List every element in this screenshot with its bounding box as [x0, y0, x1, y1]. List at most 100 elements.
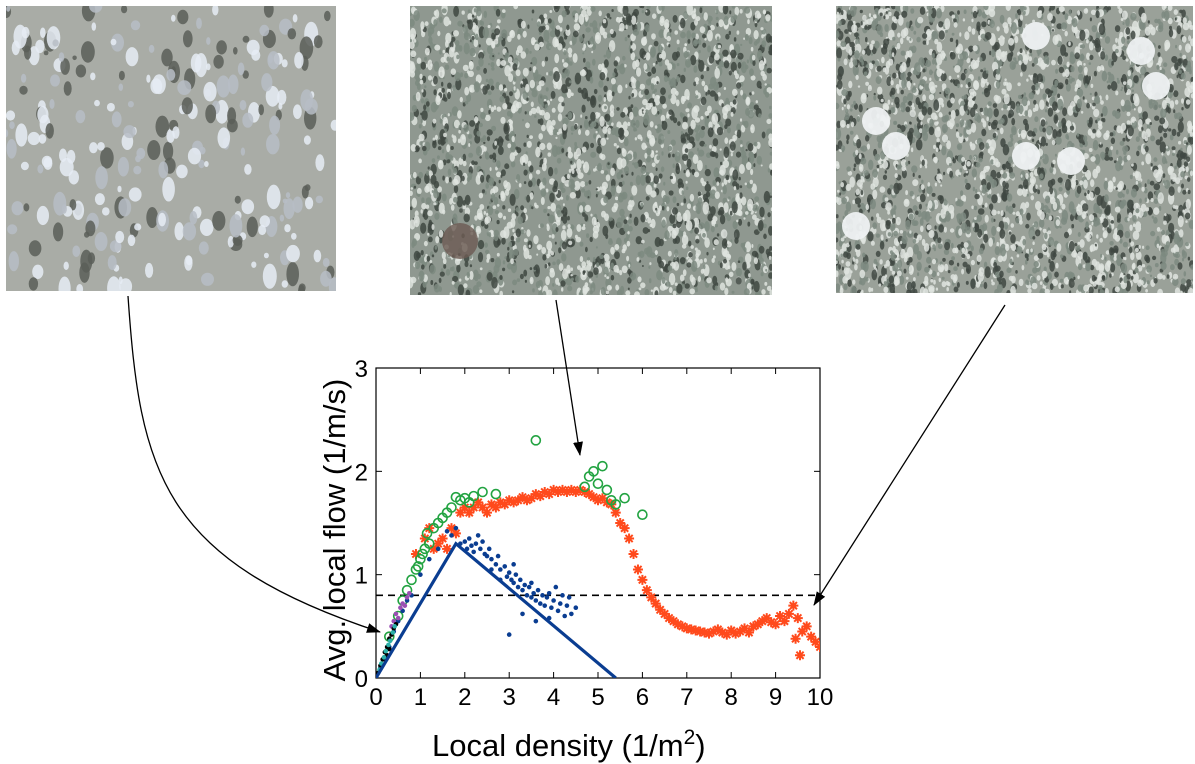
data-point-star [655, 604, 666, 615]
data-point-dot [520, 587, 525, 593]
arrow-medium-density [555, 299, 583, 456]
data-point-dot [395, 615, 401, 621]
data-point-dot [535, 587, 541, 593]
y-tick-label: 2 [355, 459, 368, 486]
data-point-star [442, 543, 453, 554]
data-point-star [446, 523, 457, 534]
data-point-dot [506, 570, 512, 575]
data-point-star [810, 636, 820, 647]
data-point-star [721, 629, 732, 640]
data-point-dot [469, 543, 474, 549]
data-point-star [735, 626, 746, 637]
data-point-dot [566, 595, 572, 600]
data-point-star [553, 487, 564, 497]
data-point-star [455, 507, 466, 518]
data-point-circle [477, 486, 488, 498]
data-point-star [539, 487, 550, 497]
data-point-star [646, 592, 657, 603]
data-point-star [704, 628, 714, 639]
arrow-low-density [127, 295, 381, 633]
data-point-star [801, 621, 812, 632]
data-point-dot [533, 598, 539, 603]
data-point-star [437, 533, 448, 544]
data-point-star [597, 493, 608, 504]
data-point-star [504, 495, 515, 506]
x-tick-label: 0 [369, 684, 382, 711]
data-point-dot [502, 564, 508, 569]
crowd-texture [836, 6, 1193, 293]
data-point-circle [601, 484, 613, 496]
data-point-dot [506, 632, 512, 637]
data-point-dot [393, 611, 399, 617]
x-tick-label: 4 [547, 684, 560, 711]
data-point-dot [495, 553, 501, 559]
data-point-star [792, 613, 803, 624]
data-point-dot [390, 630, 396, 635]
data-point-dot [478, 546, 483, 552]
data-point-star [477, 502, 488, 513]
data-point-star [770, 619, 781, 630]
data-point-dot [529, 595, 534, 600]
medium-density-crowd-photo [410, 6, 772, 295]
data-point-star [695, 626, 706, 637]
data-point-star [730, 628, 741, 639]
data-point-star [739, 623, 750, 634]
data-point-dot [466, 536, 472, 541]
high-density-crowd-photo [836, 6, 1193, 293]
data-point-star [743, 627, 754, 638]
data-point-star [521, 495, 532, 506]
y-tick-label: 0 [355, 666, 368, 693]
crowd-texture [6, 6, 336, 291]
data-point-star [677, 621, 688, 632]
data-point-star [548, 484, 559, 495]
data-point-star [708, 626, 719, 637]
data-point-dot [562, 613, 567, 619]
data-point-dot [504, 574, 510, 580]
data-point-dot [560, 593, 565, 598]
data-point-dot [475, 533, 481, 538]
data-point-circle [530, 435, 542, 446]
x-tick-label: 1 [414, 684, 427, 711]
data-point-dot [484, 553, 490, 559]
data-point-circle [401, 584, 413, 596]
data-point-dot [529, 580, 534, 586]
data-point-star [775, 611, 786, 621]
data-point-star [513, 495, 524, 506]
data-point-star [650, 598, 661, 609]
data-point-star [593, 495, 603, 506]
data-point-star [637, 574, 648, 585]
data-point-dot [511, 580, 516, 586]
data-point-star [752, 619, 763, 630]
data-point-star [659, 608, 670, 619]
data-point-star [712, 624, 723, 635]
data-point-star [508, 497, 519, 508]
data-point-star [815, 642, 820, 652]
data-point-dot [540, 593, 545, 598]
data-point-star [795, 650, 806, 661]
arrow-high-density [813, 304, 1006, 606]
data-point-circle [490, 488, 502, 500]
data-point-star [748, 621, 759, 632]
x-axis-title: Local density (1/m2) [432, 726, 706, 763]
data-point-star [699, 627, 710, 638]
data-point-star [410, 549, 421, 559]
data-point-dot [462, 539, 468, 544]
x-tick-label: 7 [680, 684, 693, 711]
series-3 [389, 590, 412, 629]
crowd-texture [410, 6, 772, 295]
x-tick-label: 3 [503, 684, 516, 711]
data-point-star [433, 538, 444, 549]
data-point-star [664, 613, 675, 624]
data-point-dot [493, 562, 499, 567]
data-point-dot [489, 556, 494, 562]
data-point-star [797, 626, 808, 637]
low-density-crowd-photo [6, 6, 336, 291]
x-tick-label: 9 [769, 684, 782, 711]
data-point-circle [406, 574, 417, 586]
data-point-dot [486, 546, 492, 552]
data-point-star [499, 499, 510, 510]
data-point-dot [542, 603, 548, 608]
data-point-star [615, 518, 626, 528]
data-point-circle [588, 466, 599, 477]
data-point-dot [569, 611, 574, 617]
